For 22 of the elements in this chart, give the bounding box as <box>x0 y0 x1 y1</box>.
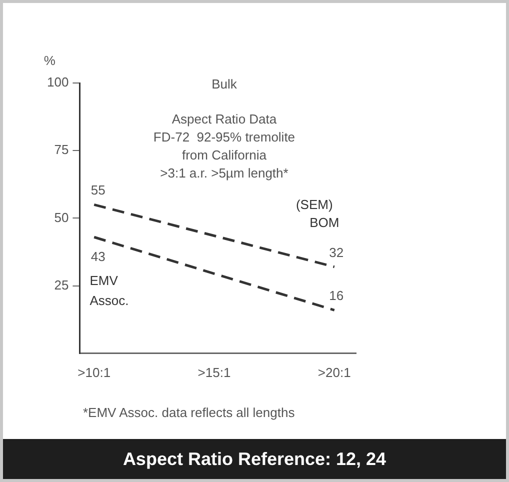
data-label: 16 <box>329 288 344 304</box>
y-tick-label: 100 <box>46 74 69 90</box>
y-tick-label: 50 <box>54 210 69 225</box>
chart-title: Bulk <box>212 76 238 92</box>
data-label: 55 <box>90 182 106 198</box>
annotation: FD-72 92-95% tremolite <box>153 130 296 145</box>
y-tick-label: 25 <box>54 277 69 292</box>
annotation: (SEM) <box>296 196 333 212</box>
x-tick-label: >20:1 <box>318 364 351 380</box>
annotation: >3:1 a.r. >5µm length* <box>160 166 288 181</box>
y-tick-label: 75 <box>54 142 69 158</box>
annotation: Aspect Ratio Data <box>172 112 278 127</box>
y-axis-title: % <box>44 53 56 68</box>
text: Aspect Ratio Reference: 12, 24 <box>3 439 506 479</box>
annotation: from California <box>182 148 268 163</box>
x-tick-label: >15:1 <box>198 364 231 380</box>
text: BOM <box>310 214 340 230</box>
data-label: 43 <box>90 249 106 264</box>
data-label: 32 <box>329 244 344 260</box>
x-tick-label: >10:1 <box>78 364 111 380</box>
series-label: EMV Assoc. <box>90 273 129 308</box>
text: *EMV Assoc. data reflects all lengths <box>83 405 295 420</box>
